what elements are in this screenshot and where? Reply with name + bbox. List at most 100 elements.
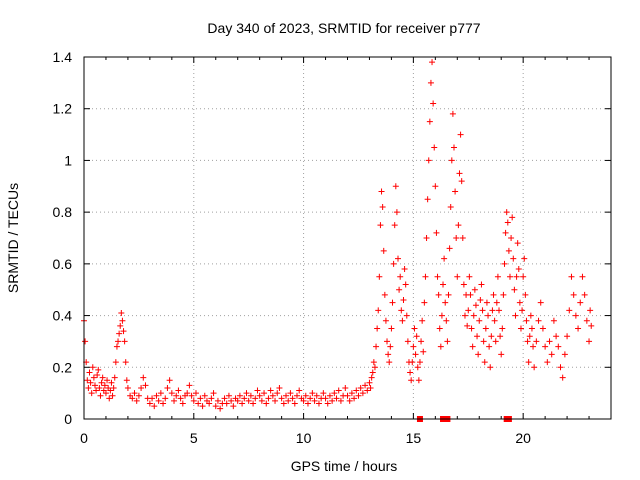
data-point xyxy=(403,312,410,319)
data-point xyxy=(586,338,593,345)
data-point xyxy=(212,403,219,410)
data-point xyxy=(206,400,213,407)
data-point xyxy=(267,387,274,394)
data-point xyxy=(376,273,383,280)
data-point xyxy=(453,235,460,241)
data-point xyxy=(382,317,389,324)
data-point xyxy=(404,338,411,345)
data-point xyxy=(199,403,206,410)
data-point xyxy=(478,281,485,288)
data-point xyxy=(458,178,465,185)
y-tick-label: 0.4 xyxy=(53,308,73,324)
plot-frame xyxy=(83,56,612,420)
data-point xyxy=(289,395,296,402)
data-point xyxy=(374,325,381,332)
data-point xyxy=(422,273,429,280)
data-point xyxy=(432,183,439,190)
y-tick-label: 1.2 xyxy=(53,101,73,117)
data-point xyxy=(157,390,164,397)
data-point xyxy=(223,400,230,407)
data-point xyxy=(430,100,437,107)
data-point xyxy=(386,359,393,366)
data-point xyxy=(389,299,396,306)
data-point xyxy=(515,266,522,273)
data-point xyxy=(326,392,333,399)
data-point xyxy=(461,312,468,319)
data-point xyxy=(559,374,566,381)
data-point xyxy=(146,400,153,407)
data-point xyxy=(124,384,131,391)
data-point xyxy=(331,390,338,397)
data-point xyxy=(420,348,427,355)
data-point xyxy=(398,307,405,314)
data-point xyxy=(112,359,119,366)
data-point xyxy=(384,338,391,345)
data-point xyxy=(280,400,287,407)
data-point xyxy=(120,328,127,335)
data-point xyxy=(135,392,142,399)
data-point xyxy=(456,170,463,177)
data-point xyxy=(557,364,564,371)
data-point xyxy=(440,281,447,288)
data-point xyxy=(561,351,568,358)
data-point xyxy=(530,343,537,350)
data-point xyxy=(263,400,270,407)
data-point xyxy=(225,392,232,399)
data-points xyxy=(81,59,595,422)
data-point xyxy=(588,322,595,329)
data-point xyxy=(111,374,118,381)
y-tick-label: 1.4 xyxy=(53,49,73,65)
data-point xyxy=(486,343,493,350)
data-point xyxy=(466,273,473,280)
grid-lines xyxy=(84,57,611,419)
data-point xyxy=(117,322,124,329)
data-point xyxy=(433,229,440,236)
data-point xyxy=(455,222,462,229)
data-point xyxy=(385,351,392,358)
data-point xyxy=(583,317,590,324)
data-point xyxy=(346,397,353,404)
data-point xyxy=(429,59,436,66)
data-point xyxy=(133,397,140,404)
data-point xyxy=(579,273,586,280)
data-point xyxy=(388,325,395,332)
data-point xyxy=(434,273,441,280)
data-point xyxy=(517,325,524,332)
data-point xyxy=(155,397,162,404)
data-point xyxy=(287,390,294,397)
data-point xyxy=(503,209,510,216)
data-point xyxy=(379,203,386,210)
data-point xyxy=(454,273,461,280)
data-point xyxy=(131,390,138,397)
data-point xyxy=(291,400,298,407)
data-point xyxy=(572,312,579,319)
data-point xyxy=(201,392,208,399)
data-point xyxy=(575,325,582,332)
data-point xyxy=(443,317,450,324)
data-point xyxy=(392,183,399,190)
data-point xyxy=(553,333,560,340)
data-point xyxy=(519,307,526,314)
data-point xyxy=(258,397,265,404)
data-point xyxy=(415,377,422,384)
data-point xyxy=(492,338,499,345)
data-point xyxy=(91,382,98,389)
data-point xyxy=(525,359,532,366)
data-point xyxy=(414,364,421,371)
data-point xyxy=(470,312,477,319)
data-point xyxy=(283,392,290,399)
data-point xyxy=(416,359,423,366)
data-point xyxy=(485,312,492,319)
y-tick-label: 1 xyxy=(64,152,72,168)
data-point xyxy=(324,400,331,407)
x-axis-label: GPS time / hours xyxy=(291,458,398,474)
data-point xyxy=(109,392,116,399)
data-point xyxy=(296,387,303,394)
data-point xyxy=(502,229,509,236)
data-point xyxy=(101,382,108,389)
data-point xyxy=(261,390,268,397)
data-point xyxy=(348,390,355,397)
data-point xyxy=(378,188,385,195)
data-point xyxy=(500,291,507,298)
